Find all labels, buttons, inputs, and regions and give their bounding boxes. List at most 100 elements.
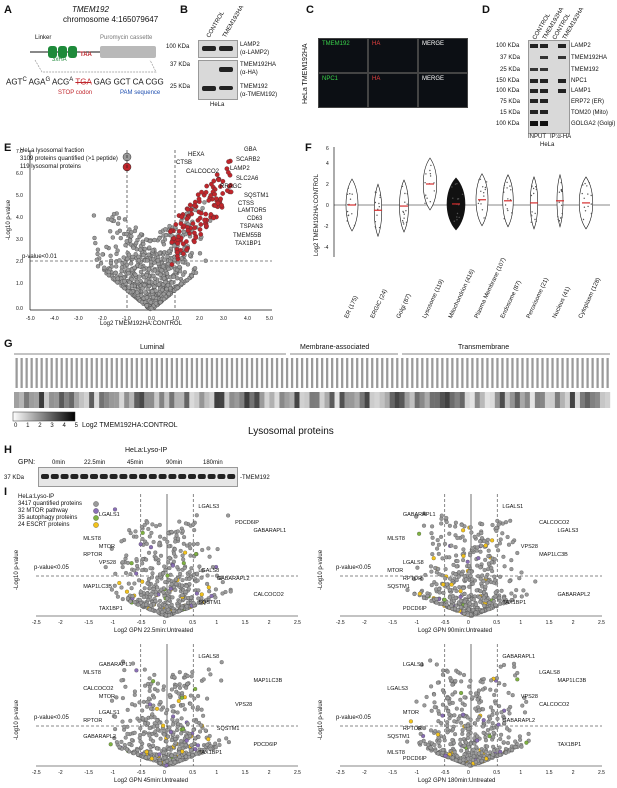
i-point-label: LGALS3 [198,504,219,510]
e-dot-gray [162,257,167,262]
locus: chromosome 4:165079647 [63,15,159,24]
i-dot [476,556,481,561]
i-dot [472,741,477,746]
i-dot [208,672,213,677]
i-point-label: SQSTM1 [387,734,410,740]
e-dot-lysosomal [179,214,185,220]
i-legend-dot [93,515,99,521]
i-point-label: GABARAPL1 [99,662,132,668]
i-dot [510,540,515,545]
i-dot [461,553,466,559]
i-dot [145,699,150,704]
i-dot [479,536,485,541]
i-xtick: -1.5 [388,620,397,626]
i-dot [147,534,152,539]
i-dot [450,755,455,760]
i-dot [497,745,502,750]
f-violin-point [452,197,454,199]
i-dot [213,745,218,750]
i-dot [164,719,169,724]
i-dot [171,559,176,564]
e-dot-lysosomal [180,241,186,247]
i-dot [480,680,485,685]
f-cat-8: Nucleus (41) [552,286,572,320]
i-dot [442,597,447,602]
f-cat-3: Lysosome (119) [422,278,446,320]
g-protein-name-mark [321,358,324,388]
i-dot [462,695,467,700]
f-violin-point [583,197,585,199]
g-protein-name-mark [180,358,184,388]
e-dot-gray [98,261,104,266]
e-dot-gray [126,271,131,276]
panel-e-letter: E [4,142,12,154]
i-dot [483,749,488,755]
i-dot [198,729,203,734]
g-heat-cell [429,392,435,408]
i-dot [226,513,231,518]
g-heat-cell [579,392,586,408]
i-dot [506,707,511,712]
i-dot [158,736,163,741]
svg-text:-3.0: -3.0 [74,316,83,322]
i-dot [497,704,502,709]
e-dot-gray [137,264,143,269]
i-dot [112,507,118,512]
i-dot [140,708,145,713]
f-violin-point [504,204,507,206]
e-legend-2: 119 lysosomal proteins [20,164,81,170]
i-dot [123,735,128,740]
f-violin-point [406,193,409,195]
e-volcano: -5.0 -4.0 -3.0 -2.0 -1.0 0.0 1.0 2.0 3.0 4.0 5.… [16,149,273,322]
i-dot [452,719,457,724]
i-dot [465,559,470,564]
i-dot [168,586,173,591]
svg-text:0.0: 0.0 [148,316,155,322]
f-violin-point [402,211,405,214]
i-dot [144,557,149,562]
i-dot [144,568,149,573]
e-dot-lysosomal [184,247,189,253]
i-dot [173,736,178,742]
g-protein-name-mark [140,358,143,388]
e-dot-gray [115,248,120,253]
g-protein-name-mark [406,358,409,388]
i-xtick: 2 [572,770,575,776]
i-dot [494,676,499,681]
i-point-label: VPS28 [521,544,538,550]
i-dot [174,533,179,538]
i-dot [129,586,134,591]
e-dot-gray [115,276,120,281]
g-heat-cell [319,392,325,408]
b-band-lamp2: LAMP2 [240,42,260,48]
e-dot-gray [151,257,156,262]
i-dot [430,552,435,557]
f-violin-point [483,192,485,194]
i-dot [128,718,133,723]
g-heat-cell [229,392,235,408]
g-protein-name-mark [205,358,209,388]
stop-codon: TGA [75,77,92,87]
e-dot-gray [162,276,167,281]
i-point-label: LGALS1 [99,512,120,518]
i-point-label: MAP1LC3B [83,584,112,590]
i-dot [169,582,174,587]
i-dot [426,742,431,747]
i-dot [476,751,481,756]
g-protein-name-mark [386,358,389,388]
f-violin-point [480,190,482,192]
i-dot [173,577,179,582]
g-heat-cell [34,392,40,408]
g-heat-cell [449,392,455,408]
i-dot [466,594,471,599]
i-xtick: -0.5 [441,620,450,626]
i-dot [451,740,456,745]
i-dot [156,603,162,608]
i-point-label: MAP1LC3B [254,678,283,684]
i-dot [483,738,489,743]
i-dot [470,581,475,586]
e-dot-gray [133,252,138,257]
i-dot [458,598,463,603]
e-dot-gray [132,265,137,270]
g-heat-cell [194,392,200,408]
